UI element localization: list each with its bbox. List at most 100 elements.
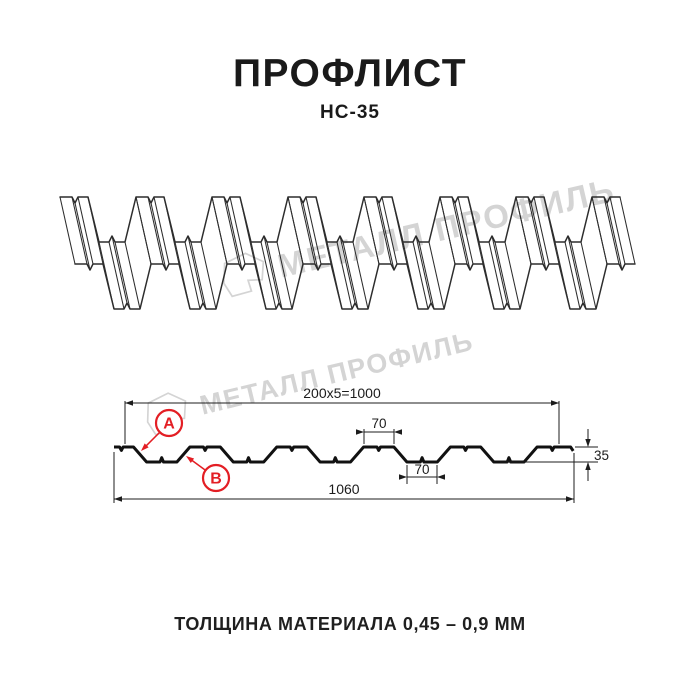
marker-circle <box>154 408 184 438</box>
sheet-longitudinal-line <box>77 196 94 265</box>
sheet-longitudinal-line <box>515 196 532 265</box>
marker-b: B <box>186 456 231 493</box>
dimension-arrow <box>356 429 364 435</box>
sheet-longitudinal-line <box>415 235 432 304</box>
dimension-arrow <box>125 400 133 406</box>
sheet-longitudinal-line <box>564 241 581 310</box>
sheet-longitudinal-line <box>59 196 76 265</box>
sheet-longitudinal-line <box>87 196 104 265</box>
marker-arrow-head <box>186 456 195 463</box>
sheet-longitudinal-line <box>530 202 547 271</box>
sheet-longitudinal-line <box>488 241 505 310</box>
page-title: ПРОФЛИСТ <box>232 52 468 95</box>
dimension-label: 70 <box>371 416 386 431</box>
sheet-longitudinal-line <box>570 241 587 310</box>
sheet-longitudinal-line <box>336 241 353 310</box>
marker-arrow-head <box>141 443 149 451</box>
dimension-arrow <box>394 429 402 435</box>
header: ПРОФЛИСТ НС-35 <box>0 0 700 124</box>
sheet-longitudinal-line <box>375 196 392 265</box>
sheet-longitudinal-line <box>276 241 293 310</box>
sheet-longitudinal-line <box>527 196 544 265</box>
sheet-longitudinal-line <box>211 196 228 265</box>
dimension-overall-width: 1060 <box>113 452 575 503</box>
sheet-longitudinal-line <box>114 241 131 310</box>
dimension-arrow <box>551 400 559 406</box>
sheet-longitudinal-line <box>457 196 474 265</box>
sheet-longitudinal-line <box>494 241 511 310</box>
sheet-longitudinal-line <box>533 196 550 265</box>
sheet-longitudinal-line <box>150 202 167 271</box>
sheet-longitudinal-line <box>98 241 115 310</box>
dimension-top-width: 200x5=1000 <box>124 385 560 444</box>
sheet-longitudinal-line <box>326 241 343 310</box>
dimension-label: 200x5=1000 <box>303 385 381 401</box>
sheet-longitudinal-line <box>606 202 623 271</box>
sheet-longitudinal-line <box>315 196 332 265</box>
sheet-longitudinal-line <box>543 196 560 265</box>
sheet-longitudinal-line <box>71 196 88 265</box>
thickness-note: ТОЛЩИНА МАТЕРИАЛА 0,45 – 0,9 ММ <box>174 614 526 634</box>
sheet-longitudinal-line <box>609 196 626 265</box>
cross-section-drawing: 200x5=1000 70 70 1060 35 A B <box>113 385 609 503</box>
dimension-label: 35 <box>594 448 609 463</box>
marker-circle <box>201 463 231 493</box>
dimension-rib-top-width: 70 <box>356 416 402 444</box>
sheet-longitudinal-line <box>391 196 408 265</box>
sheet-longitudinal-line <box>305 196 322 265</box>
sheet-longitudinal-line <box>163 196 180 265</box>
dimension-label: 1060 <box>328 481 359 497</box>
dimension-height: 35 <box>500 429 609 481</box>
sheet-longitudinal-line <box>263 235 280 304</box>
dimension-arrow <box>585 439 591 447</box>
dimension-valley-width: 70 <box>399 462 445 484</box>
sheet-longitudinal-line <box>603 196 620 265</box>
sheet-longitudinal-line <box>153 196 170 265</box>
sheet-longitudinal-line <box>239 196 256 265</box>
sheet-longitudinal-line <box>74 202 91 271</box>
sheet-longitudinal-line <box>124 241 141 310</box>
dimension-label: B <box>210 471 222 488</box>
sheet-longitudinal-line <box>454 202 471 271</box>
sheet-longitudinal-line <box>491 235 508 304</box>
sheet-longitudinal-line <box>439 196 456 265</box>
sheet-longitudinal-line <box>200 241 217 310</box>
sheet-longitudinal-line <box>381 196 398 265</box>
profile-sheet-3d-drawing <box>59 196 636 310</box>
sheet-longitudinal-line <box>363 196 380 265</box>
sheet-longitudinal-line <box>302 202 319 271</box>
sheet-longitudinal-line <box>591 196 608 265</box>
sheet-longitudinal-line <box>580 241 597 310</box>
dimension-label: 70 <box>414 462 429 477</box>
sheet-longitudinal-line <box>187 235 204 304</box>
sheet-longitudinal-line <box>504 241 521 310</box>
sheet-longitudinal-line <box>174 241 191 310</box>
sheet-longitudinal-line <box>299 196 316 265</box>
sheet-longitudinal-line <box>250 241 267 310</box>
metall-profil-logo-icon <box>222 252 265 298</box>
marker-a: A <box>141 408 184 451</box>
sheet-longitudinal-line <box>554 241 571 310</box>
sheet-longitudinal-line <box>147 196 164 265</box>
dimension-arrow <box>114 496 122 502</box>
sheet-longitudinal-line <box>467 196 484 265</box>
sheet-longitudinal-line <box>287 196 304 265</box>
sheet-longitudinal-line <box>412 241 429 310</box>
sheet-longitudinal-line <box>226 202 243 271</box>
sheet-longitudinal-line <box>342 241 359 310</box>
sheet-longitudinal-line <box>478 241 495 310</box>
watermark-metall-profil-upper: МЕТАЛЛ ПРОФИЛЬ <box>213 167 620 303</box>
sheet-longitudinal-line <box>418 241 435 310</box>
sheet-longitudinal-line <box>451 196 468 265</box>
sheet-longitudinal-line <box>378 202 395 271</box>
dimension-arrow <box>566 496 574 502</box>
sheet-longitudinal-line <box>567 235 584 304</box>
dimension-arrow <box>585 462 591 470</box>
sheet-longitudinal-line <box>190 241 207 310</box>
sheet-longitudinal-line <box>184 241 201 310</box>
sheet-longitudinal-line <box>619 196 636 265</box>
sheet-longitudinal-line <box>260 241 277 310</box>
sheet-longitudinal-line <box>229 196 246 265</box>
profile-model-label: НС-35 <box>320 102 380 123</box>
